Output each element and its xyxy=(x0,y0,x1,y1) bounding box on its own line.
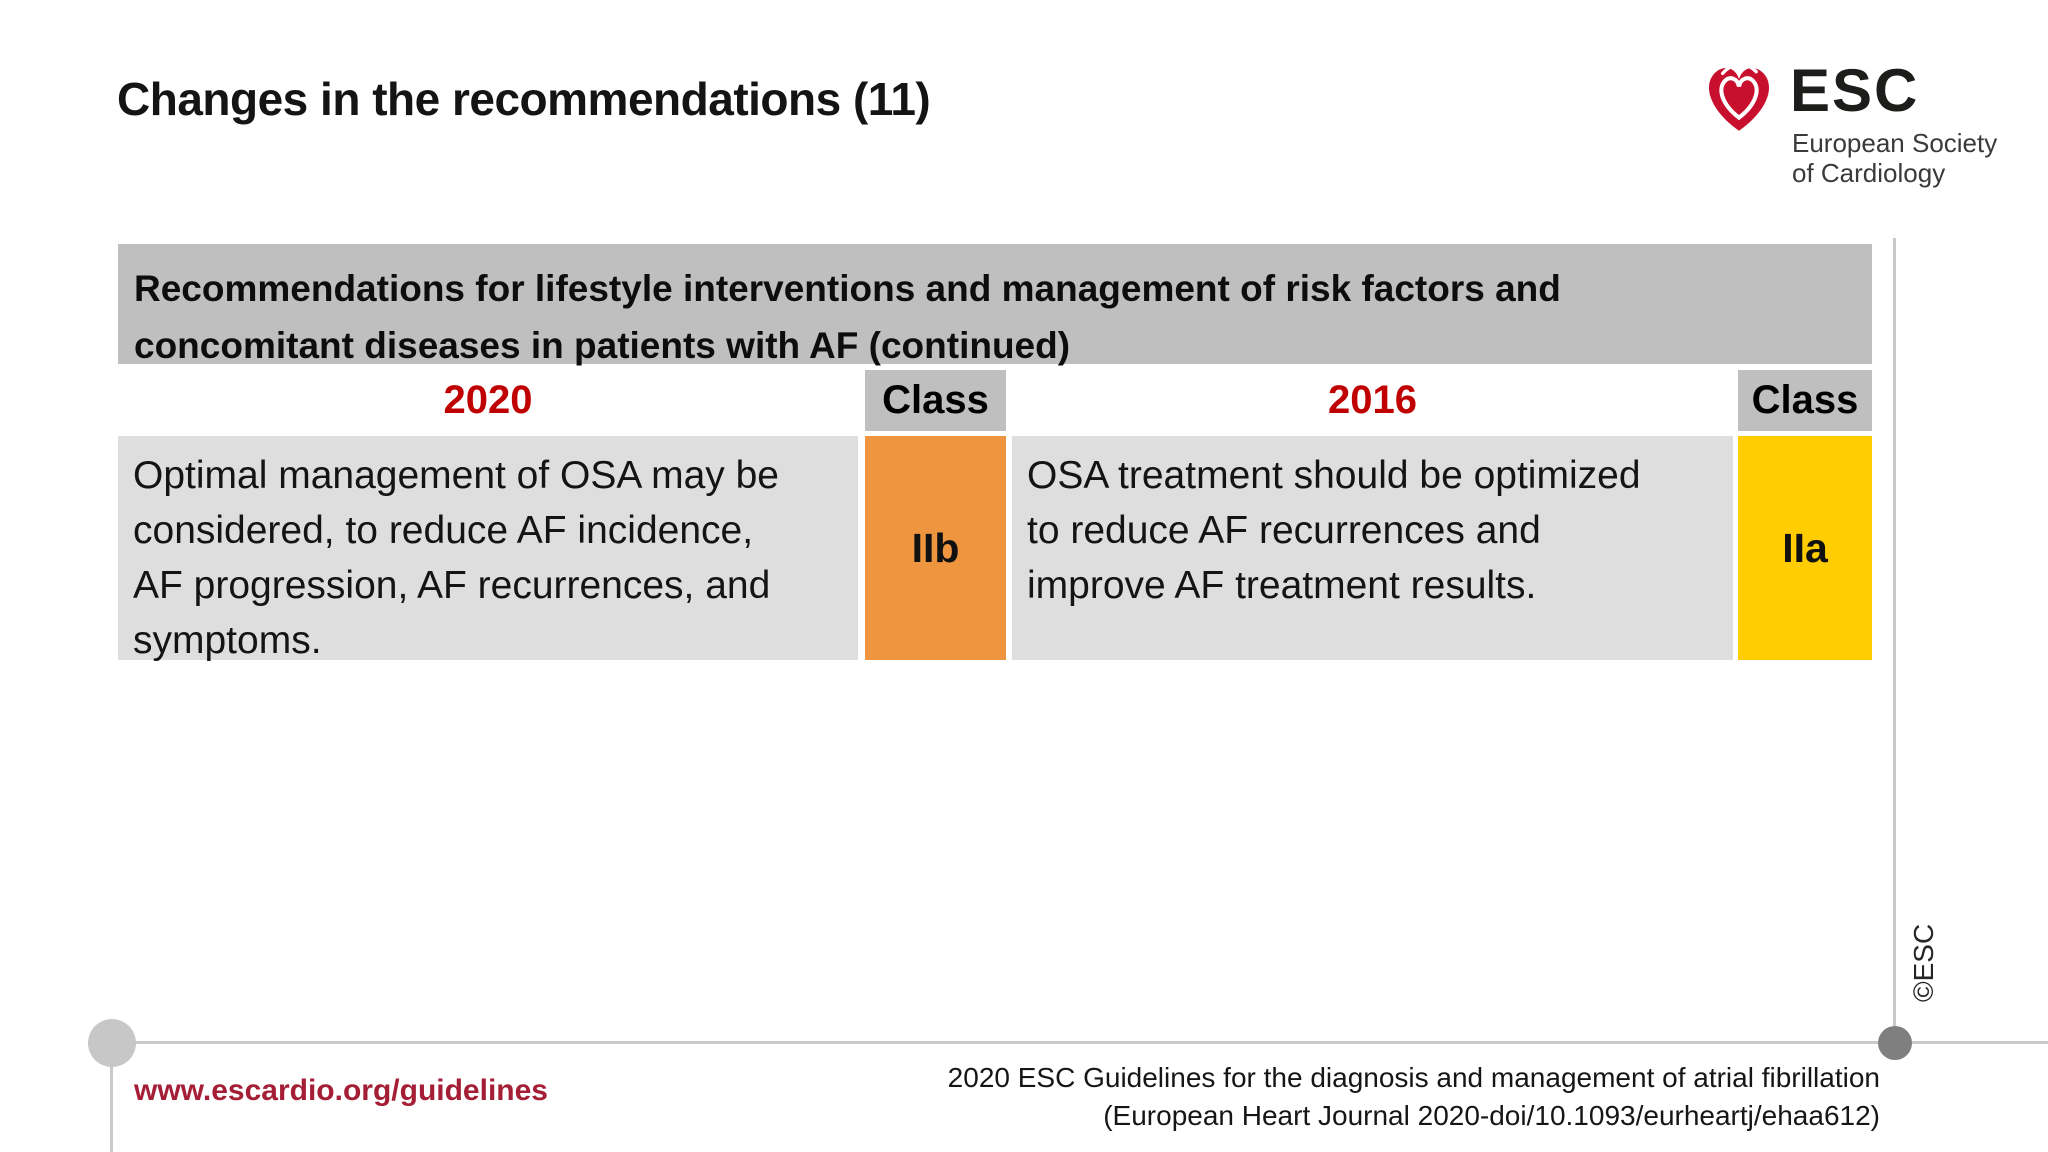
bottom-left-vertical-line xyxy=(110,1065,113,1152)
right-vertical-line xyxy=(1893,238,1896,1043)
recommendation-2020-cell: Optimal management of OSA may be consider… xyxy=(118,436,858,662)
esc-logo-subtitle-line2: of Cardiology xyxy=(1792,158,1946,188)
esc-logo-subtitle-line1: European Society xyxy=(1792,128,1998,158)
column-header-2016: 2016 xyxy=(1328,378,1417,422)
column-header-2020: 2020 xyxy=(443,378,533,422)
table-title-bar: Recommendations for lifestyle interventi… xyxy=(118,244,1872,366)
citation-text: 2020 ESC Guidelines for the diagnosis an… xyxy=(948,1059,1880,1135)
class-2020-cell: IIb xyxy=(865,436,1006,660)
column-header-class-2020: Class xyxy=(865,370,1006,431)
guidelines-website-link[interactable]: www.escardio.org/guidelines xyxy=(134,1074,548,1107)
page-title: Changes in the recommendations (11) xyxy=(117,73,931,125)
table-title-text: Recommendations for lifestyle interventi… xyxy=(134,268,1561,366)
footer-horizontal-line xyxy=(112,1041,2048,1044)
recommendation-2020-text: Optimal management of OSA may be consider… xyxy=(133,454,779,662)
esc-logo-text: ESC xyxy=(1790,57,1920,124)
recommendation-2016-text: OSA treatment should be optimized to redu… xyxy=(1027,454,1641,607)
citation-line2: (European Heart Journal 2020-doi/10.1093… xyxy=(1103,1100,1880,1131)
esc-heart-icon xyxy=(1708,62,1770,131)
recommendation-2016-cell: OSA treatment should be optimized to redu… xyxy=(1012,436,1733,660)
column-header-class-2016: Class xyxy=(1738,370,1872,431)
class-2016-cell: IIa xyxy=(1738,436,1872,660)
timeline-left-circle xyxy=(88,1019,136,1067)
timeline-right-circle xyxy=(1878,1026,1912,1060)
esc-copyright-vertical: ©ESC xyxy=(1908,923,1939,1002)
citation-line1: 2020 ESC Guidelines for the diagnosis an… xyxy=(947,1062,1880,1093)
esc-logo-subtitle: European Society of Cardiology xyxy=(1792,128,1997,188)
